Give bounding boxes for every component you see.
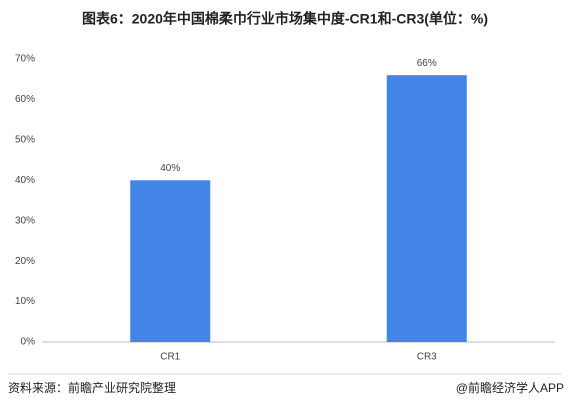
y-tick-label: 30%	[15, 215, 35, 226]
bar	[386, 75, 467, 343]
data-label: 66%	[417, 58, 437, 69]
data-label: 40%	[160, 163, 180, 174]
y-tick-label: 20%	[15, 256, 35, 267]
brand: @前瞻经济学人APP	[456, 380, 564, 395]
y-tick-label: 60%	[15, 94, 35, 105]
source: 资料来源：前瞻产业研究院整理	[8, 380, 176, 395]
x-tick-label: CR3	[417, 352, 437, 363]
y-tick-label: 0%	[21, 337, 36, 348]
y-tick-label: 10%	[15, 296, 35, 307]
y-tick-label: 70%	[15, 54, 35, 65]
chart-title: 图表6：2020年中国棉柔巾行业市场集中度-CR1和-CR3(单位：%)	[82, 11, 488, 27]
y-tick-label: 40%	[15, 175, 35, 186]
x-tick-label: CR1	[160, 352, 180, 363]
bar	[130, 180, 211, 342]
y-tick-label: 50%	[15, 134, 35, 145]
